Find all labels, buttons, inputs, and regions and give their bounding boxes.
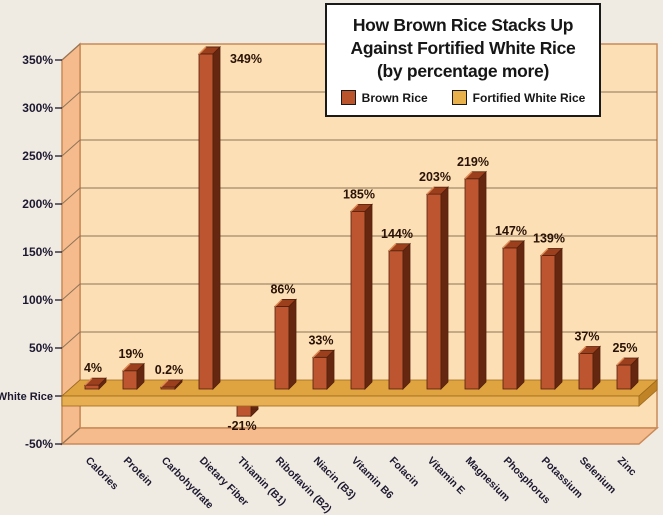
legend-item-fortified-white-rice: Fortified White Rice xyxy=(451,90,586,106)
gridline-wall-diagonal xyxy=(61,283,81,301)
value-label: 4% xyxy=(84,361,102,375)
value-label: 0.2% xyxy=(155,363,184,377)
legend-item-brown-rice: Brown Rice xyxy=(340,90,428,106)
bar-Magnesium xyxy=(464,170,487,390)
bar-Niacin (B3) xyxy=(312,349,335,390)
gridline-wall-diagonal xyxy=(61,139,81,157)
chart-title-line-2: Against Fortified White Rice xyxy=(350,37,576,58)
y-axis-label: 350% xyxy=(22,53,53,67)
x-axis-label: Protein xyxy=(121,455,155,489)
gridline-wall-diagonal xyxy=(61,427,81,445)
y-axis-label: 150% xyxy=(22,245,53,259)
y-axis-label: -50% xyxy=(25,437,53,451)
value-label: 19% xyxy=(118,347,143,361)
value-label: 37% xyxy=(574,329,599,343)
value-label: 144% xyxy=(381,227,413,241)
gridline-wall-diagonal xyxy=(61,235,81,253)
value-label: 349% xyxy=(230,52,262,66)
x-axis-label: Zinc xyxy=(615,455,639,479)
chart-title-box: How Brown Rice Stacks Up Against Fortifi… xyxy=(325,3,601,118)
legend-swatch-brown-rice xyxy=(340,90,356,106)
bar-Calories xyxy=(84,377,107,390)
bar-Zinc xyxy=(616,357,639,390)
y-axis-label: White Rice xyxy=(0,391,53,403)
legend-label-brown-rice: Brown Rice xyxy=(361,90,428,105)
bar-Riboflavin (B2) xyxy=(274,298,297,390)
legend-label-fortified-white-rice: Fortified White Rice xyxy=(472,90,586,105)
value-label: 33% xyxy=(308,333,333,347)
chart-title-line-1: How Brown Rice Stacks Up xyxy=(352,15,574,35)
bar-Folacin xyxy=(388,242,411,390)
white-rice-band-end xyxy=(638,379,658,407)
value-label: 147% xyxy=(495,224,527,238)
bar-Vitamin E xyxy=(426,186,449,390)
x-axis-label: Folacin xyxy=(387,455,421,489)
y-axis-label: 250% xyxy=(22,149,53,163)
bar-Protein xyxy=(122,362,145,390)
gridline-wall-diagonal xyxy=(61,91,81,109)
x-axis-label: Calories xyxy=(83,455,121,493)
chart-title-line-3: (by percentage more) xyxy=(377,60,549,81)
legend-swatch-fortified-white-rice xyxy=(451,90,467,106)
y-axis-label: 100% xyxy=(22,293,53,307)
bar-Vitamin B6 xyxy=(350,203,373,390)
y-axis-label: 300% xyxy=(22,101,53,115)
plot-floor xyxy=(60,427,659,445)
x-axis-label: Vitamin E xyxy=(425,455,467,497)
bar-Selenium xyxy=(578,345,601,390)
bar-Phosphorus xyxy=(502,239,525,390)
value-label: 25% xyxy=(612,341,637,355)
value-label: 203% xyxy=(419,170,451,184)
white-rice-band-front xyxy=(61,395,640,407)
gridline-wall-diagonal xyxy=(61,43,81,61)
y-axis-label: 200% xyxy=(22,197,53,211)
value-label: -21% xyxy=(227,419,256,433)
bar-Dietary Fiber xyxy=(198,45,221,390)
value-label: 185% xyxy=(343,187,375,201)
bar-Carbohydrate xyxy=(160,379,183,390)
chart-legend: Brown Rice Fortified White Rice xyxy=(331,90,595,106)
gridline-wall-diagonal xyxy=(61,187,81,205)
y-axis-label: 50% xyxy=(29,341,53,355)
bar-Potassium xyxy=(540,247,563,390)
value-label: 139% xyxy=(533,232,565,246)
gridline-wall-diagonal xyxy=(61,331,81,349)
value-label: 86% xyxy=(270,282,295,296)
value-label: 219% xyxy=(457,155,489,169)
